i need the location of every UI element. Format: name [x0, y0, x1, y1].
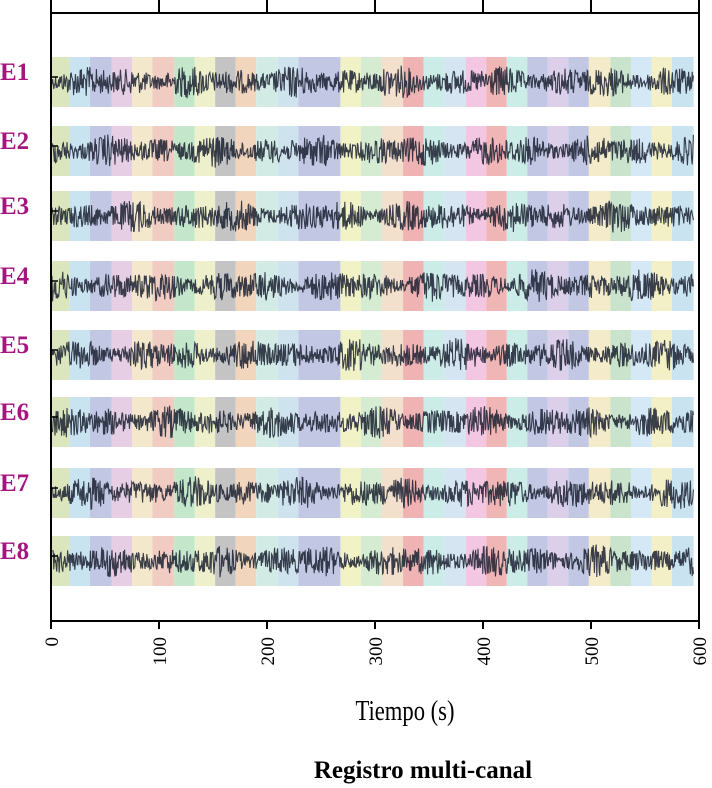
segment-band — [152, 126, 175, 176]
segment-band — [360, 57, 382, 107]
segment-band — [111, 468, 132, 518]
segment-band — [256, 191, 278, 241]
channel-label-e5: E5 — [0, 332, 29, 359]
segment-band — [630, 126, 652, 176]
segment-band — [256, 126, 278, 176]
segment-band — [423, 191, 445, 241]
channel-trace-e8 — [51, 544, 694, 578]
segment-band — [235, 397, 257, 447]
segment-band — [152, 191, 175, 241]
channel-labels: E1 E2 E3 E4 E5 E6 E7 E8 — [0, 59, 58, 565]
segment-band — [506, 261, 528, 311]
x-tick-label: 400 — [474, 637, 495, 666]
channel-traces — [51, 65, 694, 578]
segment-band — [89, 126, 112, 176]
x-axis: 0 100 200 300 400 500 600 — [42, 0, 711, 666]
segment-band — [672, 261, 694, 311]
segment-band — [174, 126, 195, 176]
channel-trace-e2 — [51, 134, 694, 168]
segment-band — [51, 126, 70, 176]
channel-label-e2: E2 — [0, 128, 29, 155]
channel-label-e1: E1 — [0, 59, 29, 86]
channel-label-e3: E3 — [0, 193, 29, 220]
channel-label-e6: E6 — [0, 399, 29, 426]
segment-band — [547, 536, 569, 586]
channel-trace-e1 — [51, 65, 694, 99]
segment-band — [174, 330, 195, 380]
segment-band — [651, 261, 672, 311]
x-tick-label: 300 — [366, 637, 387, 666]
segment-band — [444, 397, 466, 447]
segment-band — [444, 261, 466, 311]
channel-label-e4: E4 — [0, 263, 30, 290]
segment-band — [277, 191, 299, 241]
segment-band — [215, 330, 236, 380]
segment-band — [256, 261, 278, 311]
channel-trace-e5 — [51, 338, 694, 372]
channel-label-e7: E7 — [0, 470, 29, 497]
segment-band — [506, 330, 528, 380]
segment-band — [381, 261, 404, 311]
segment-band — [381, 468, 404, 518]
segment-band — [256, 57, 278, 107]
segment-band — [672, 330, 694, 380]
segment-band — [69, 126, 90, 176]
segment-bands — [51, 57, 694, 586]
segment-band — [340, 468, 361, 518]
channel-trace-e4 — [51, 269, 694, 302]
segment-band — [89, 330, 112, 380]
x-tick-label: 500 — [582, 637, 603, 666]
segment-band — [51, 261, 70, 311]
segment-band — [235, 57, 257, 107]
channel-label-e8: E8 — [0, 538, 29, 565]
segment-band — [630, 261, 652, 311]
segment-band — [89, 261, 112, 311]
segment-band — [132, 191, 153, 241]
x-axis-title: Tiempo (s) — [355, 694, 454, 726]
channel-trace-e3 — [51, 200, 694, 233]
segment-band — [486, 261, 507, 311]
segment-band — [610, 468, 631, 518]
segment-band — [672, 126, 694, 176]
segment-band — [215, 261, 236, 311]
segment-band — [486, 191, 507, 241]
segment-band — [547, 126, 569, 176]
segment-band — [360, 126, 382, 176]
segment-band — [194, 57, 216, 107]
segment-band — [527, 330, 548, 380]
segment-band — [444, 126, 466, 176]
segment-band — [465, 126, 487, 176]
channel-trace-e6 — [51, 405, 694, 439]
chart-caption: Registro multi-canal — [314, 757, 532, 784]
segment-band — [630, 397, 652, 447]
segment-band — [174, 191, 195, 241]
channel-trace-e7 — [51, 476, 694, 511]
segment-band — [486, 330, 507, 380]
segment-band — [215, 468, 236, 518]
segment-band — [465, 536, 487, 586]
x-tick-label: 600 — [690, 637, 711, 666]
x-tick-label: 100 — [150, 637, 171, 666]
segment-band — [152, 468, 175, 518]
x-tick-label: 0 — [42, 637, 63, 647]
x-tick-label: 200 — [258, 637, 279, 666]
segment-band — [381, 330, 404, 380]
